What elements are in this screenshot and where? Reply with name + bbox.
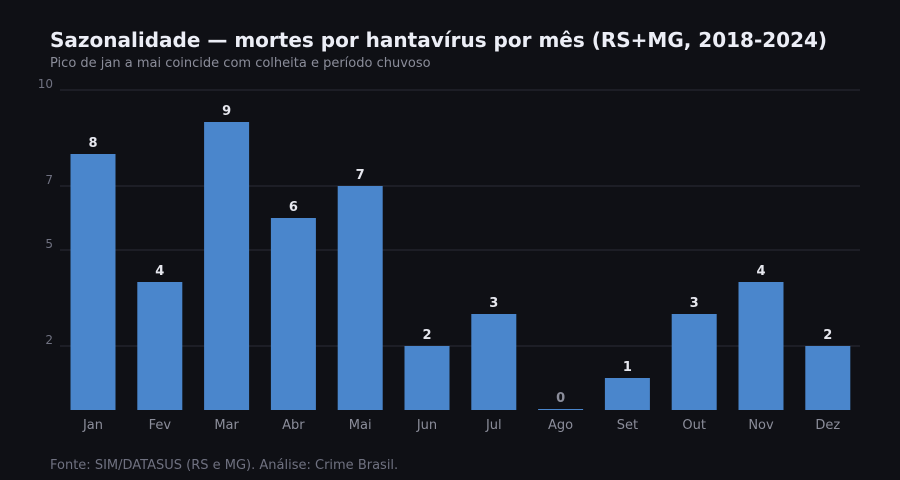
value-label: 4	[756, 264, 765, 279]
gridlines	[60, 89, 860, 347]
chart-subtitle: Pico de jan a mai coincide com colheita …	[50, 56, 431, 71]
y-tick-label: 10	[38, 77, 53, 91]
x-tick-label: Dez	[815, 418, 840, 433]
value-label: 9	[222, 104, 231, 119]
x-axis-labels: Jan Fev Mar Abr Mai Jun Jul Ago Set Out Nov Dez	[82, 418, 840, 433]
x-tick-label: Fev	[149, 418, 172, 433]
y-tick-label: 7	[45, 173, 53, 187]
bar-fev	[137, 282, 183, 410]
value-label: 7	[356, 168, 365, 183]
x-tick-label: Mai	[349, 418, 372, 433]
x-tick-label: Jul	[485, 418, 502, 433]
value-label: 6	[289, 200, 298, 215]
bar-jan	[70, 154, 116, 410]
y-tick-label: 2	[45, 333, 53, 347]
x-tick-label: Jun	[416, 418, 437, 433]
bar-nov	[738, 282, 784, 410]
value-label: 2	[823, 328, 832, 343]
bar-mar	[204, 122, 250, 410]
value-label: 3	[690, 296, 699, 311]
x-tick-label: Jan	[82, 418, 103, 433]
value-labels: 8 4 9 6 7 2 3 0 1 3 4 2	[88, 104, 832, 406]
value-label: 8	[88, 136, 97, 151]
chart-title: Sazonalidade — mortes por hantavírus por…	[50, 28, 828, 52]
bar-set	[604, 378, 650, 410]
y-tick-label: 5	[45, 237, 53, 251]
value-label: 3	[489, 296, 498, 311]
bar-ago	[538, 409, 584, 410]
value-label: 2	[422, 328, 431, 343]
source-note: Fonte: SIM/DATASUS (RS e MG). Análise: C…	[50, 458, 399, 473]
x-tick-label: Out	[682, 418, 706, 433]
bar-dez	[805, 346, 851, 410]
x-tick-label: Set	[617, 418, 638, 433]
bar-jun	[404, 346, 450, 410]
bar-jul	[471, 314, 517, 410]
x-tick-label: Abr	[282, 418, 305, 433]
value-label: 0	[556, 391, 565, 406]
bars	[70, 122, 851, 410]
bar-abr	[270, 218, 316, 410]
value-label: 4	[155, 264, 164, 279]
y-axis-ticks: 2 5 7 10	[38, 77, 53, 347]
bar-out	[671, 314, 717, 410]
x-tick-label: Ago	[548, 418, 573, 433]
value-label: 1	[623, 360, 632, 375]
x-tick-label: Nov	[748, 418, 774, 433]
bar-mai	[337, 186, 383, 410]
x-tick-label: Mar	[214, 418, 239, 433]
